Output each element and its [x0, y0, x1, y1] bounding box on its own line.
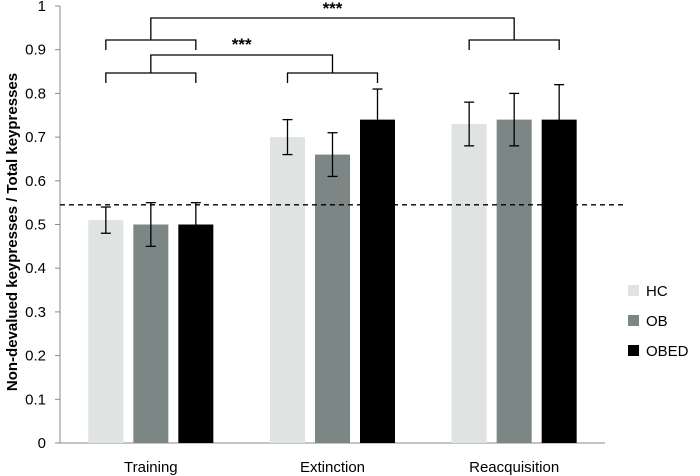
y-tick-label: 0.8 [25, 85, 46, 102]
y-tick-label: 0.7 [25, 129, 46, 146]
bar-ob-training [133, 224, 169, 443]
y-tick-label: 0.2 [25, 348, 46, 365]
bar-ob-reacquisition [496, 119, 532, 444]
bar-obed-reacquisition [541, 119, 577, 444]
error-bars [100, 84, 565, 248]
legend-label-ob: OB [646, 313, 668, 330]
legend: HC OB OBED [628, 283, 689, 360]
y-axis-ticks: 0 0.1 0.2 0.3 0.4 0.5 0.6 0.7 0.8 0.9 1 [25, 0, 60, 452]
y-axis-label: Non-devalued keypresses / Total keypress… [4, 73, 21, 391]
bar-ob-extinction [315, 154, 350, 443]
bracket-link [150, 17, 515, 40]
legend-label-hc: HC [646, 283, 668, 300]
significance-label: *** [323, 0, 343, 18]
y-tick-label: 0.9 [25, 42, 46, 59]
bracket [105, 39, 197, 50]
y-tick-label: 1 [38, 0, 46, 15]
y-tick-label: 0.4 [25, 260, 46, 277]
bracket [286, 72, 379, 83]
legend-label-obed: OBED [646, 343, 689, 360]
category-label: Extinction [300, 459, 365, 476]
y-tick-label: 0.5 [25, 217, 46, 234]
y-tick-label: 0 [38, 435, 46, 452]
y-tick-label: 0.3 [25, 304, 46, 321]
category-label: Reacquisition [469, 459, 559, 476]
category-label: Training [124, 459, 178, 476]
bracket [468, 39, 560, 50]
category-labels: Training Extinction Reacquisition [124, 459, 559, 476]
significance-label: *** [232, 35, 252, 54]
bracket-link [150, 54, 334, 73]
bar-hc-extinction [270, 137, 305, 443]
bar-hc-reacquisition [451, 123, 487, 444]
y-tick-label: 0.1 [25, 391, 46, 408]
significance-brackets: *** *** [105, 0, 560, 83]
bracket [105, 72, 197, 83]
bar-hc-training [88, 220, 124, 443]
legend-swatch-obed [628, 345, 639, 356]
legend-swatch-ob [628, 315, 639, 326]
y-tick-label: 0.6 [25, 173, 46, 190]
bar-obed-extinction [360, 119, 395, 444]
legend-swatch-hc [628, 285, 639, 296]
bar-obed-training [178, 224, 214, 443]
bars [88, 119, 577, 444]
